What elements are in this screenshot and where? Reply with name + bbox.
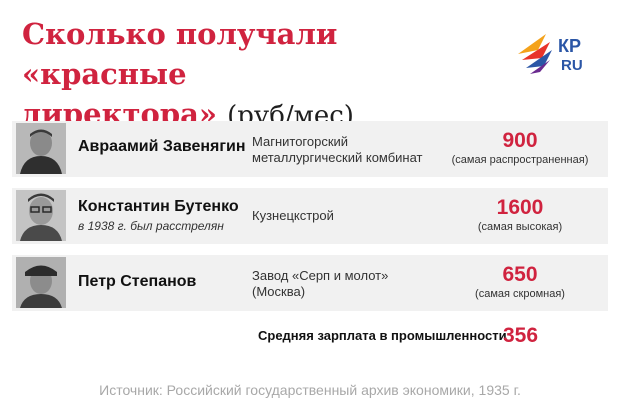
kp-logo: КР RU [516,30,606,76]
enterprise-name: Завод «Серп и молот» (Москва) [252,268,388,300]
director-row: Петр Степанов Завод «Серп и молот» (Моск… [12,255,608,311]
director-name: Авраамий Завенягин [78,138,246,155]
logo-text-top: КР [558,36,581,56]
salary-value: 1600 [496,196,544,219]
portrait-photo [16,123,66,174]
director-name: Петр Степанов [78,273,197,290]
enterprise-line-1: Кузнецкстрой [252,208,334,223]
average-salary-label: Средняя зарплата в промышленности [258,328,507,343]
portrait-icon [16,123,66,174]
portrait-icon [16,257,66,308]
enterprise-line-2: (Москва) [252,284,306,299]
logo-text-bottom: RU [561,57,583,74]
enterprise-name: Кузнецкстрой [252,208,334,224]
director-note: в 1938 г. был расстрелян [78,219,224,233]
page-title: Сколько получали «красные директора» (ру… [22,14,492,136]
portrait-photo [16,190,66,241]
salary-note: (самая скромная) [475,288,565,300]
director-row: Константин Бутенко в 1938 г. был расстре… [12,188,608,244]
enterprise-line-1: Завод «Серп и молот» [252,268,389,283]
enterprise-name: Магнитогорский металлургический комбинат [252,134,423,166]
salary-value: 900 [502,129,538,152]
salary-note: (самая распространенная) [451,154,589,166]
salary-value: 650 [502,263,538,286]
portrait-photo [16,257,66,308]
enterprise-line-1: Магнитогорский [252,134,349,149]
enterprise-line-2: металлургический комбинат [252,150,423,165]
kp-bird-icon: КР RU [518,34,604,74]
salary-note: (самая высокая) [477,221,563,233]
average-salary-value: 356 [503,324,539,347]
director-name: Константин Бутенко [78,198,239,215]
director-row: Авраамий Завенягин Магнитогорский металл… [12,121,608,177]
title-line-1: Сколько получали «красные [22,17,338,91]
source-note: Источник: Российский государственный арх… [99,382,521,398]
portrait-icon [16,190,66,241]
